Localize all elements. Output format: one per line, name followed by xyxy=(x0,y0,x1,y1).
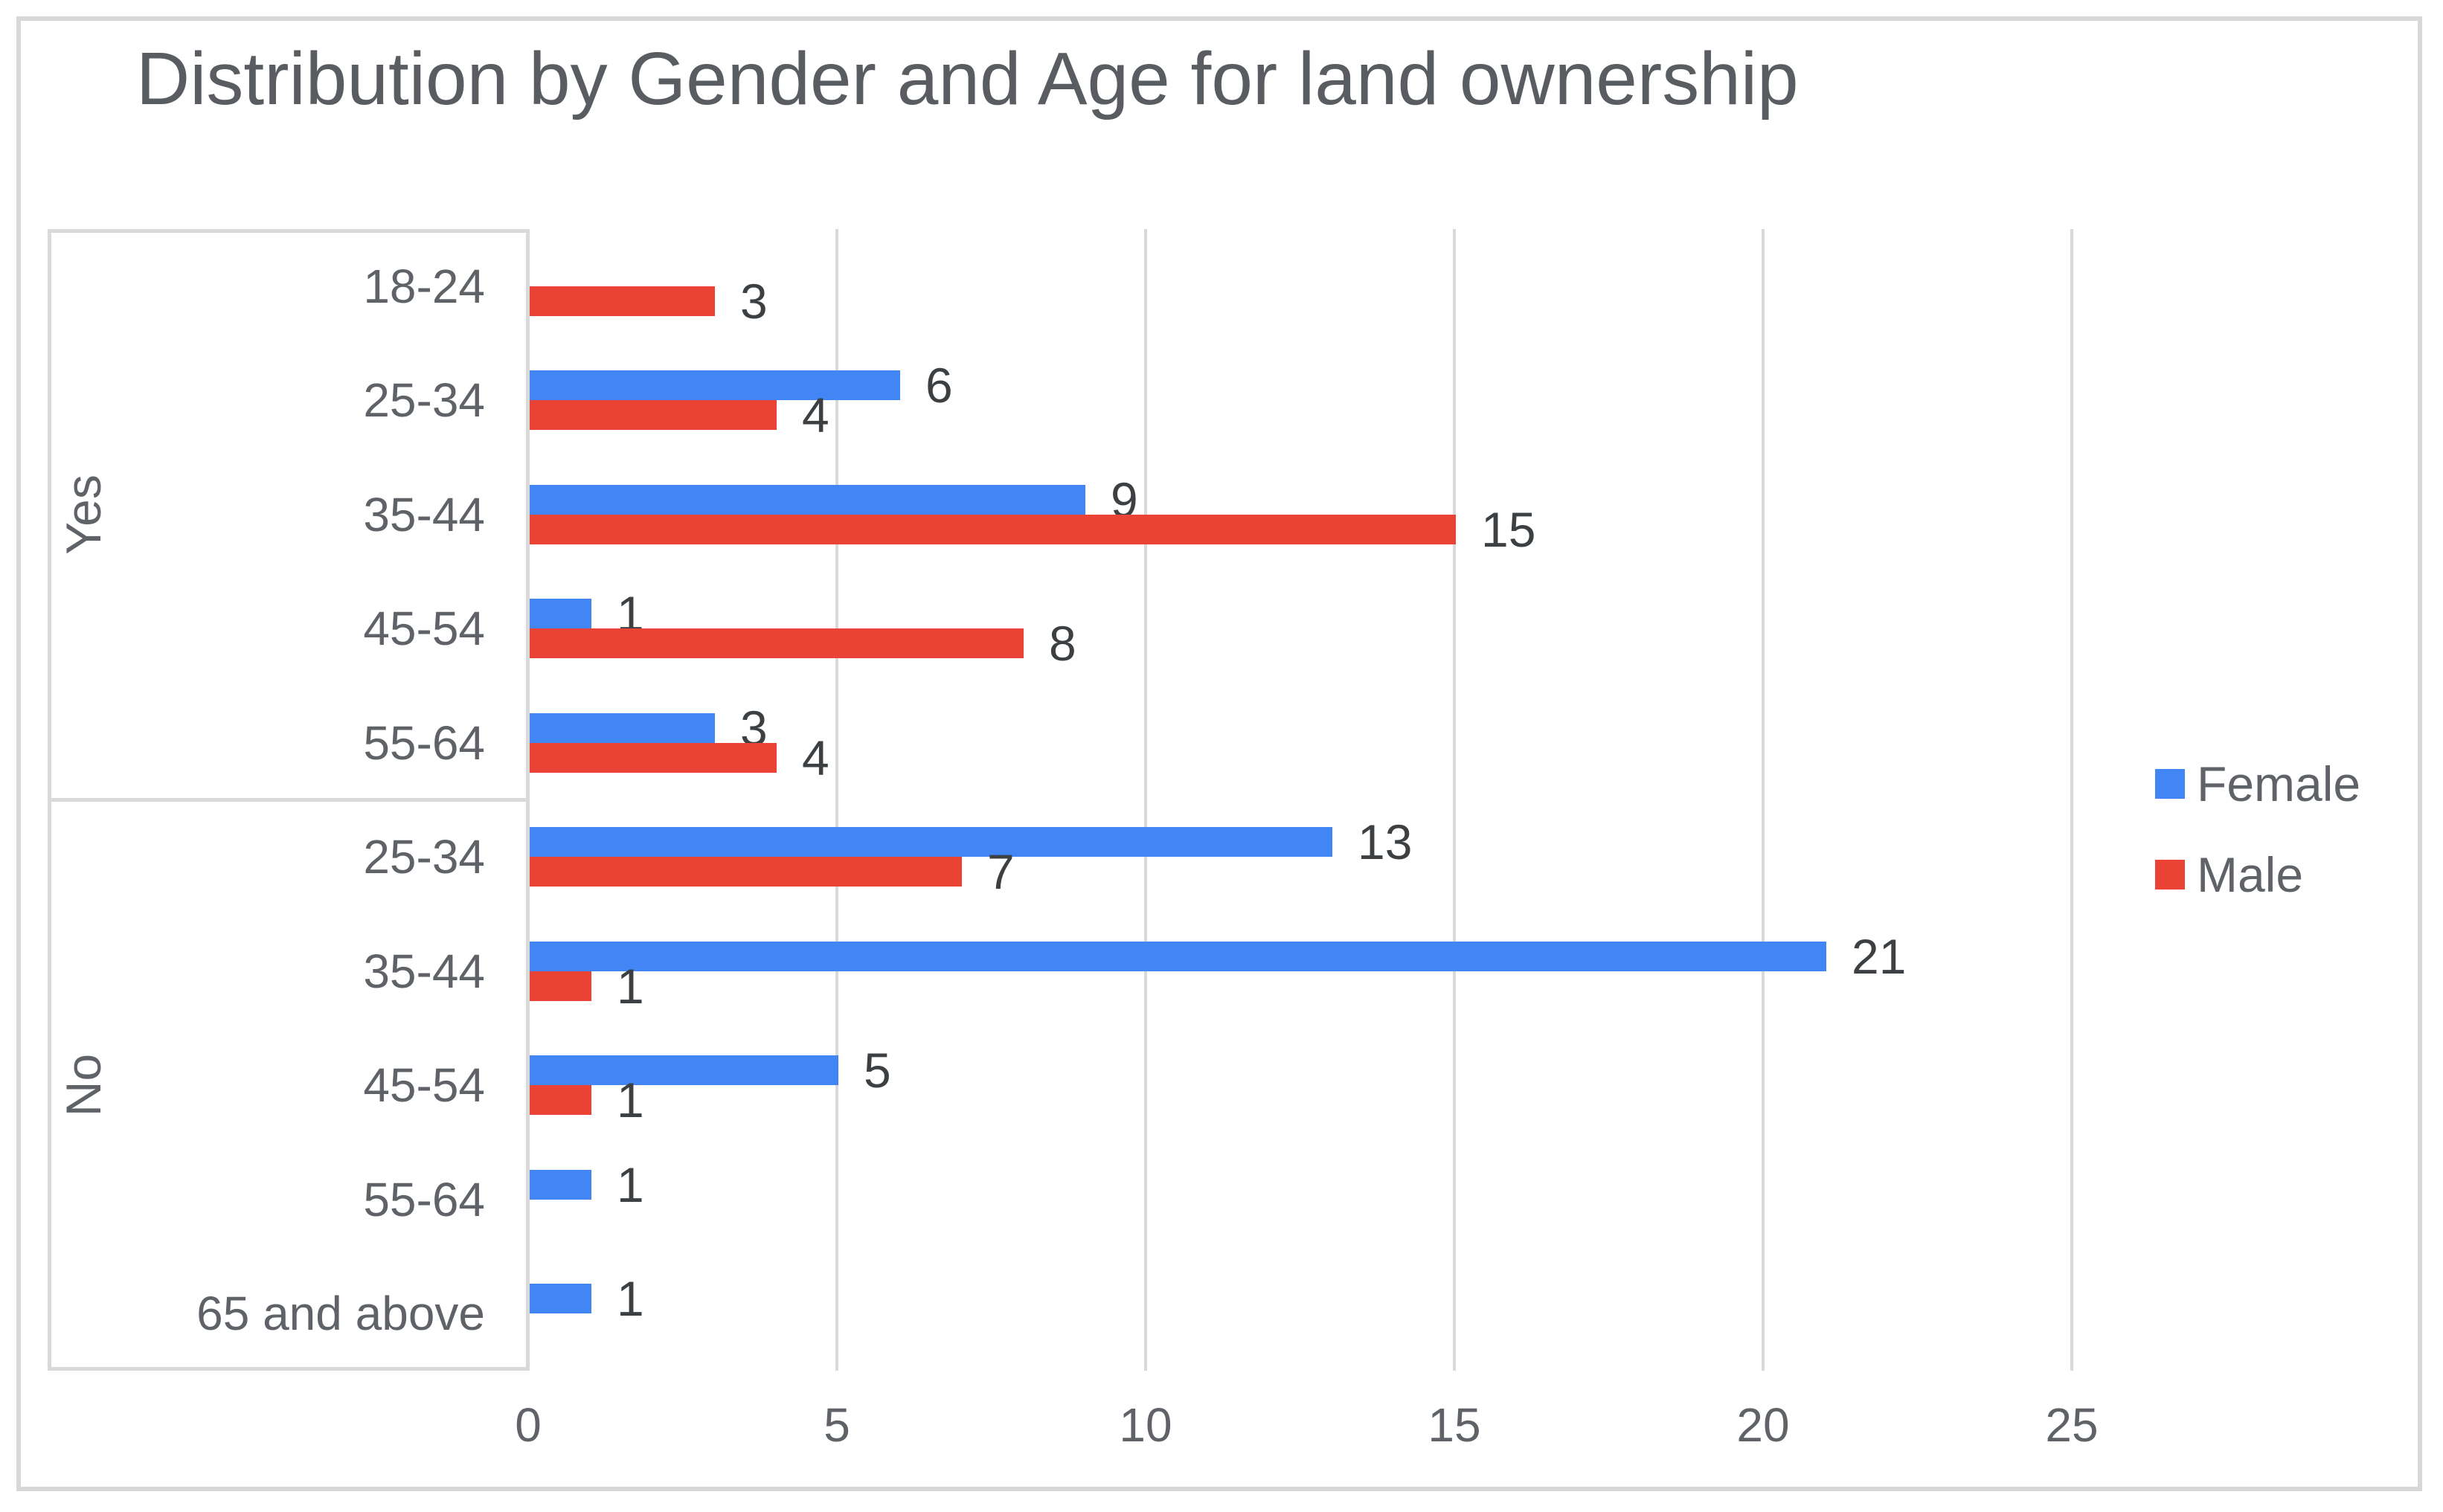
bar-male[interactable] xyxy=(530,286,715,316)
bar-female[interactable] xyxy=(530,941,1826,971)
legend-label-female: Female xyxy=(2197,756,2361,811)
bar-female[interactable] xyxy=(530,484,1085,515)
legend: Female Male xyxy=(2155,756,2360,945)
x-tick-label: 20 xyxy=(1736,1398,1790,1452)
category-label: 65 and above xyxy=(196,1287,485,1341)
chart-title: Distribution by Gender and Age for land … xyxy=(136,37,1799,120)
legend-swatch-female xyxy=(2155,769,2185,799)
value-label: 15 xyxy=(1481,501,1536,557)
category-label: 18-24 xyxy=(363,259,485,313)
x-tick-label: 15 xyxy=(1428,1398,1481,1452)
bar-female[interactable] xyxy=(530,827,1332,858)
value-label: 8 xyxy=(1049,616,1076,672)
gridline xyxy=(2070,229,2073,1371)
chart-border xyxy=(16,16,2422,1491)
category-label: 25-34 xyxy=(363,373,485,428)
bar-female[interactable] xyxy=(530,712,715,743)
group-separator xyxy=(48,798,530,802)
legend-item-female[interactable]: Female xyxy=(2155,756,2360,811)
value-label: 4 xyxy=(802,387,829,443)
gridline xyxy=(835,229,838,1371)
bar-male[interactable] xyxy=(530,742,777,773)
category-label: 35-44 xyxy=(363,944,485,998)
bar-female[interactable] xyxy=(530,599,591,629)
bar-male[interactable] xyxy=(530,400,777,431)
category-label: 35-44 xyxy=(363,487,485,541)
x-tick-label: 25 xyxy=(2045,1398,2099,1452)
gridline xyxy=(1453,229,1456,1371)
value-label: 4 xyxy=(802,730,829,785)
legend-label-male: Male xyxy=(2197,847,2304,902)
x-tick-label: 5 xyxy=(824,1398,850,1452)
value-label: 7 xyxy=(987,844,1015,900)
x-tick-label: 10 xyxy=(1119,1398,1172,1452)
value-label: 1 xyxy=(617,958,644,1014)
bar-female[interactable] xyxy=(530,1284,591,1314)
x-tick-label: 0 xyxy=(515,1398,542,1452)
bar-female[interactable] xyxy=(530,1055,838,1086)
value-label: 3 xyxy=(740,273,768,329)
value-label: 1 xyxy=(617,1156,644,1212)
legend-item-male[interactable]: Male xyxy=(2155,847,2360,902)
category-label: 55-64 xyxy=(363,715,485,770)
bar-male[interactable] xyxy=(530,971,591,1001)
value-label: 1 xyxy=(617,1072,644,1128)
value-label: 21 xyxy=(1852,928,1907,984)
gridline xyxy=(1762,229,1765,1371)
gridline xyxy=(1144,229,1147,1371)
value-label: 6 xyxy=(925,358,953,414)
value-label: 13 xyxy=(1358,814,1413,870)
bar-male[interactable] xyxy=(530,628,1024,659)
bar-female[interactable] xyxy=(530,370,900,401)
bar-male[interactable] xyxy=(530,514,1456,544)
category-label: 45-54 xyxy=(363,1058,485,1113)
value-label: 5 xyxy=(864,1043,891,1098)
bar-male[interactable] xyxy=(530,1085,591,1116)
bar-male[interactable] xyxy=(530,857,962,887)
category-label: 55-64 xyxy=(363,1172,485,1226)
value-label: 1 xyxy=(617,1271,644,1327)
category-label: 45-54 xyxy=(363,602,485,656)
legend-swatch-male xyxy=(2155,860,2185,889)
bar-female[interactable] xyxy=(530,1169,591,1200)
category-label: 25-34 xyxy=(363,830,485,884)
